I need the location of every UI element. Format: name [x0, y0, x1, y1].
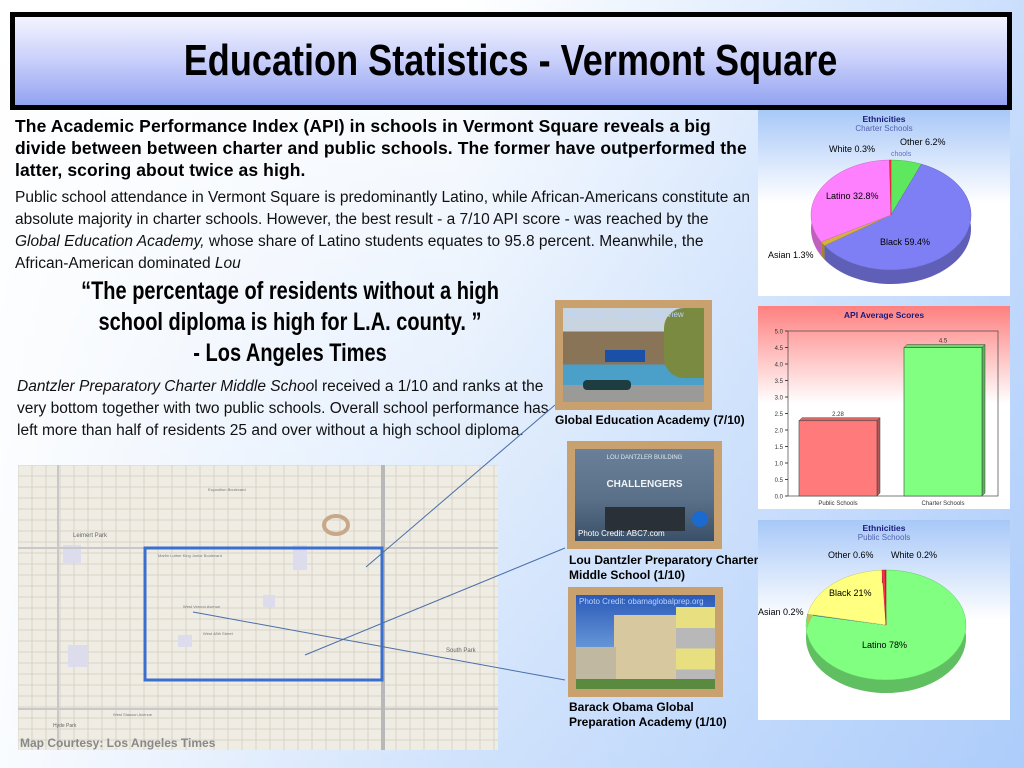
map-label: Leimert Park [73, 533, 108, 539]
bar-value-label: 2.28 [832, 412, 844, 418]
api-average-scores-bar-chart: API Average Scores 0.0 0.5 1.0 1.5 2.0 2.5 3.0… [758, 306, 1010, 509]
photo-caption: Lou Dantzler Preparatory Charter Middle … [569, 553, 759, 582]
pie-slice [810, 159, 892, 243]
pie-graphic [805, 569, 967, 693]
photo-lou-dantzler: LOU DANTZLER BUILDING CHALLENGERS Photo … [567, 441, 722, 549]
bar [798, 420, 878, 497]
slice-label: Latino 32.8% [826, 191, 879, 201]
photo-obama-global-prep: Photo Credit: obamaglobalprep.org [568, 587, 723, 697]
y-tick-label: 4.0 [775, 363, 784, 369]
slice-label: Asian 1.3% [768, 250, 814, 260]
building-sign: LOU DANTZLER BUILDING [606, 455, 683, 461]
slice-label: Black 59.4% [880, 237, 931, 247]
chart-title: Ethnicities [862, 523, 906, 533]
text: Public school attendance in Vermont Squa… [15, 189, 750, 228]
photo-credit: Photo Credit: obamaglobalprep.org [579, 597, 704, 606]
pie-slice [824, 163, 972, 271]
overlay-text: chools [891, 151, 912, 158]
school-name: Global Education Academy, [15, 233, 205, 250]
y-tick-label: 4.5 [775, 346, 784, 352]
quote-attribution: - Los Angeles Times [193, 339, 387, 367]
pie-slice [884, 569, 887, 626]
pie-slice-side [821, 241, 825, 260]
bar [903, 347, 983, 497]
y-tick-label: 0.5 [775, 478, 784, 484]
page-title: Education Statistics - Vermont Square [184, 36, 838, 85]
public-ethnicity-pie-chart: Ethnicities Public Schools Latino 78% As… [758, 520, 1010, 720]
map-label: West Slauson Avenue [113, 712, 153, 717]
pie-slice [807, 569, 887, 626]
map-label: West 48th Street [203, 631, 234, 636]
photo-global-education-academy: Photo Credit: Google Street View [555, 300, 712, 410]
y-tick-label: 3.0 [775, 396, 784, 402]
pie-graphic [810, 159, 972, 284]
charter-ethnicity-pie-chart: Ethnicities Charter Schools chools Other… [758, 110, 1010, 296]
pull-quote: “The percentage of residents without a h… [58, 276, 522, 369]
chart-title: Ethnicities [862, 114, 906, 124]
pie-slice [889, 159, 892, 216]
slice-label: Latino 78% [862, 640, 908, 650]
slice-label: Other 0.6% [828, 550, 874, 560]
lead-text: The Academic Performance Index (API) in … [15, 116, 747, 180]
slice-label: Black 21% [829, 588, 872, 598]
slice-label: White 0.3% [829, 144, 876, 154]
chart-subtitle: Public Schools [857, 533, 911, 542]
text: whose share of Latino students equates t… [15, 233, 704, 272]
photo-caption: Global Education Academy (7/10) [555, 413, 745, 427]
y-tick-label: 2.0 [775, 429, 784, 435]
body-paragraph-2: Dantzler Preparatory Charter Middle Scho… [17, 376, 562, 442]
y-tick-label: 1.5 [775, 445, 784, 451]
quote-line: “The percentage of residents without a h… [81, 277, 499, 305]
neighborhood-map: Leimert Park Martin Luther King Junior B… [18, 465, 498, 750]
title-banner: Education Statistics - Vermont Square [10, 12, 1012, 110]
y-tick-label: 5.0 [775, 330, 784, 336]
y-tick-label: 0.0 [775, 495, 784, 501]
bar-side [981, 343, 986, 497]
map-credit: Map Courtesy: Los Angeles Times [20, 736, 216, 750]
building-sign: CHALLENGERS [606, 479, 683, 490]
school-name: Dantzler Preparatory Charter Middle Scho… [17, 378, 315, 395]
vermont-square-boundary [143, 546, 384, 682]
x-tick-label: Charter Schools [921, 501, 964, 507]
bar-side [876, 417, 881, 497]
photo-caption: Barack Obama Global Preparation Academy … [569, 700, 727, 729]
y-tick-label: 3.5 [775, 379, 784, 385]
map-label: West Vernon Avenue [183, 604, 221, 609]
body-paragraph-1: Public school attendance in Vermont Squa… [15, 187, 750, 275]
bar-top [903, 344, 986, 348]
slice-label: Asian 0.2% [758, 607, 804, 617]
quote-line: school diploma is high for L.A. county. … [98, 308, 482, 336]
y-tick-label: 2.5 [775, 412, 784, 418]
map-label: South Park [446, 648, 477, 654]
photo-credit: Photo Credit: Google Street View [566, 310, 684, 319]
y-tick-label: 1.0 [775, 462, 784, 468]
photo-credit: Photo Credit: ABC7.com [578, 529, 665, 538]
map-label: Hyde Park [53, 723, 77, 729]
x-tick-label: Public Schools [818, 501, 857, 507]
bar-graphic: 0.0 0.5 1.0 1.5 2.0 2.5 3.0 3.5 4.0 4.5 5.0 2.28 Pub… [775, 330, 999, 507]
map-label: Martin Luther King Junior Boulevard [158, 553, 222, 558]
slice-label: Other 6.2% [900, 137, 946, 147]
map-graphic: Leimert Park Martin Luther King Junior B… [18, 465, 498, 750]
chart-subtitle: Charter Schools [855, 124, 913, 133]
slice-label: White 0.2% [891, 550, 938, 560]
map-label: Exposition Boulevard [208, 487, 246, 492]
bar-value-label: 4.5 [939, 339, 948, 345]
school-name: Lou [214, 255, 241, 272]
chart-title: API Average Scores [843, 310, 925, 320]
bar-top [798, 417, 881, 422]
